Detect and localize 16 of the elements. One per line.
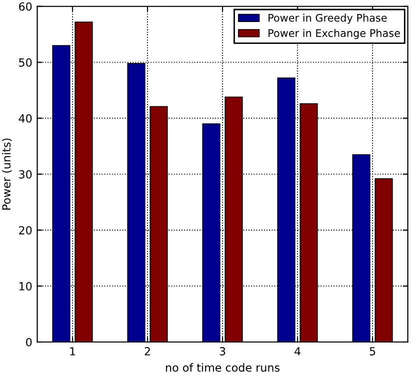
y-tick-label: 50 [19,58,32,67]
legend-label: Power in Greedy Phase [268,14,387,24]
x-tick-label: 1 [70,347,76,356]
x-tick-label: 2 [144,347,150,356]
x-tick-label: 4 [294,347,300,356]
x-tick-label: 3 [220,347,226,356]
x-tick-label: 5 [370,347,376,356]
y-tick-label: 30 [19,170,32,179]
y-tick-label: 40 [18,114,32,123]
y-tick-label: 0 [26,338,32,346]
x-axis-title: no of time code runs [166,363,280,372]
y-tick-label: 60 [19,2,32,11]
y-tick-label: 20 [19,226,32,235]
y-tick-label: 10 [19,282,32,290]
legend-label: Power in Exchange Phase [268,28,400,40]
y-axis-title: Power (units) [2,138,12,210]
